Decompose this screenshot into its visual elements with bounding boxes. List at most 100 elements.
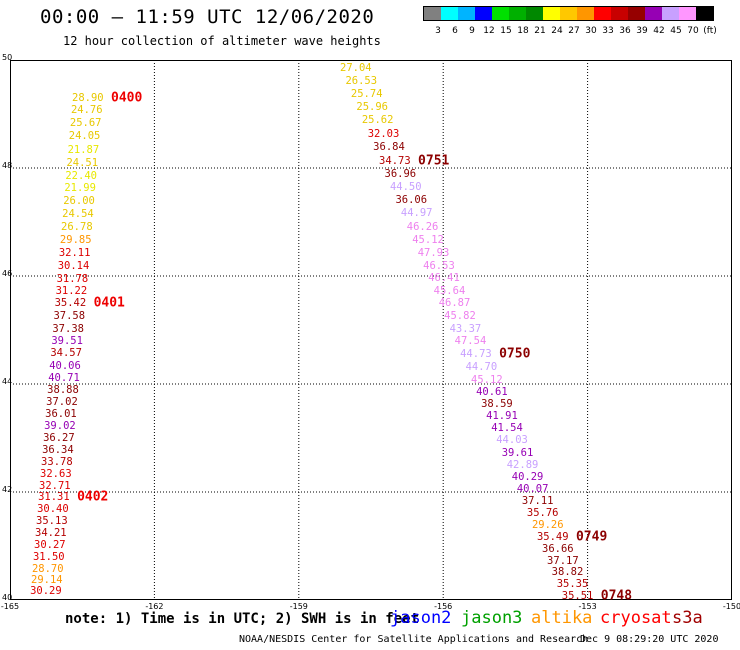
longitude-label: -165 [0,602,20,611]
color-scale-swatch [679,7,696,20]
latitude-label: 40 [2,593,13,602]
wave-height-value: 35.49 [536,531,569,543]
credit-line: NOAA/NESDIS Center for Satellite Applica… [239,634,589,645]
wave-height-value: 44.70 [465,361,498,373]
wave-height-value: 30.40 [37,503,69,515]
color-scale-swatch [611,7,628,20]
wave-height-value: 36.01 [45,408,77,420]
color-scale-swatch [526,7,543,20]
wave-height-value: 34.73 [379,155,411,167]
wave-height-value: 36.84 [373,141,405,153]
pass-time-label: 0400 [111,90,143,106]
wave-height-value: 41.91 [486,410,518,422]
color-scale-label: 36 [619,26,631,36]
color-scale-swatch [696,7,713,20]
wave-height-value: 39.02 [44,420,76,432]
color-scale-swatch [662,7,679,20]
wave-height-value: 35.76 [526,507,559,519]
wave-height-value: 25.74 [350,88,383,100]
wave-height-value: 26.00 [63,195,95,207]
color-scale-label: 9 [469,26,475,36]
color-scale-label: 18 [517,26,529,36]
wave-height-value: 28.90 [72,92,104,104]
wave-height-value: 24.05 [68,130,101,142]
color-scale-swatch [458,7,475,20]
wave-height-value: 21.87 [67,144,100,156]
wave-height-value: 41.54 [491,422,523,434]
wave-height-value: 24.51 [66,157,99,169]
wave-height-value: 46.87 [438,297,471,309]
wave-height-value: 40.06 [49,360,81,372]
longitude-label: -162 [145,602,164,611]
page-subtitle: 12 hour collection of altimeter wave hei… [63,34,381,48]
wave-height-value: 35.13 [36,515,68,527]
wave-height-value: 36.66 [542,543,574,555]
wave-height-value: 47.93 [417,247,450,259]
wave-height-value: 32.63 [40,468,72,480]
wave-height-value: 36.96 [384,168,417,180]
color-scale-swatch [492,7,509,20]
pass-time-label: 0749 [575,529,608,545]
wave-height-value: 26.53 [345,75,378,87]
satellite-name: altika [531,608,593,628]
wave-height-value: 29.85 [59,234,92,246]
wave-height-value: 44.50 [389,181,422,193]
wave-height-value: 40.29 [511,471,544,483]
wave-height-value: 30.27 [34,539,66,551]
satellite-name: cryosat [600,608,672,628]
color-scale-swatch [424,7,441,20]
wave-height-value: 40.71 [48,372,80,384]
wave-height-value: 32.03 [367,128,400,140]
wave-height-value: 45.12 [471,374,503,386]
wave-height-value: 44.03 [496,434,528,446]
color-scale-swatch [475,7,492,20]
color-scale-label: 39 [636,26,648,36]
wave-height-value: 46.26 [406,221,439,233]
color-scale-label: 15 [500,26,512,36]
wave-height-value: 39.61 [501,447,534,459]
color-scale-swatch [594,7,611,20]
color-scale-bar [423,6,714,21]
wave-height-value: 38.82 [551,566,584,578]
wave-height-value: 39.51 [51,335,83,347]
color-scale-label: 42 [653,26,665,36]
wave-height-value: 27.04 [340,62,372,74]
pass-time-label: 0750 [499,346,531,362]
color-scale-label: 21 [534,26,546,36]
latitude-label: 44 [2,377,13,386]
color-scale-label: 3 [435,26,441,36]
wave-height-value: 24.54 [62,208,94,220]
wave-height-value: 36.06 [395,194,428,206]
wave-height-value: 40.07 [516,483,549,495]
color-scale-label: 24 [551,26,563,36]
wave-height-value: 22.40 [65,170,97,182]
latitude-label: 46 [2,269,13,278]
wave-height-value: 45.12 [412,234,444,246]
longitude-label: -159 [289,602,308,611]
color-scale-label: 30 [585,26,597,36]
wave-height-value: 44.97 [400,207,433,219]
pass-time-label: 0748 [600,588,633,604]
wave-height-value: 24.76 [70,104,103,116]
wave-height-value: 29.14 [31,574,63,586]
longitude-label: -150 [722,602,740,611]
wave-height-value: 43.37 [449,323,482,335]
map-grid [10,60,732,600]
wave-height-value: 37.58 [53,310,86,322]
color-scale-label: 27 [568,26,580,36]
pass-time-label: 0751 [418,153,450,169]
wave-height-value: 26.78 [61,221,93,233]
wave-height-value: 31.50 [32,551,65,563]
wave-height-value: 36.27 [43,432,75,444]
wave-height-value: 36.34 [42,444,74,456]
latitude-label: 42 [2,485,13,494]
wave-height-value: 35.42 [54,297,87,309]
color-scale-label: 12 [483,26,495,36]
color-scale-swatch [509,7,526,20]
page-title: 00:00 – 11:59 UTC 12/06/2020 [40,6,375,28]
wave-height-value: 45.64 [433,285,466,297]
wave-height-value: 37.17 [547,555,579,567]
color-scale-swatch [645,7,662,20]
satellite-name: s3a [672,608,703,628]
color-scale-label: 6 [452,26,458,36]
